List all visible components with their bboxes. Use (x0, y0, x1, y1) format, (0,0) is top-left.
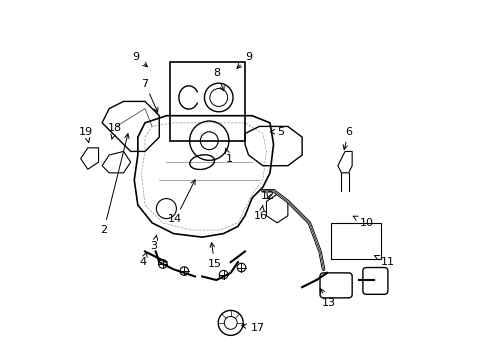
Text: 18: 18 (107, 123, 122, 139)
Text: 5: 5 (270, 127, 284, 137)
Text: 4: 4 (140, 252, 147, 267)
Text: 7: 7 (142, 78, 158, 112)
Text: 9: 9 (237, 52, 252, 68)
Text: 8: 8 (213, 68, 224, 91)
Text: 10: 10 (353, 216, 373, 228)
Text: 17: 17 (242, 323, 265, 333)
Text: 16: 16 (254, 205, 268, 221)
Text: 15: 15 (208, 243, 221, 269)
Text: 13: 13 (320, 289, 336, 308)
Text: 2: 2 (100, 134, 129, 235)
Text: 9: 9 (132, 52, 147, 67)
Text: 19: 19 (79, 127, 93, 143)
Text: 3: 3 (150, 235, 158, 251)
Text: 12: 12 (261, 191, 275, 201)
Text: 11: 11 (374, 256, 395, 267)
Text: 1: 1 (225, 148, 232, 163)
Text: 6: 6 (343, 127, 352, 149)
Text: 14: 14 (168, 180, 195, 224)
